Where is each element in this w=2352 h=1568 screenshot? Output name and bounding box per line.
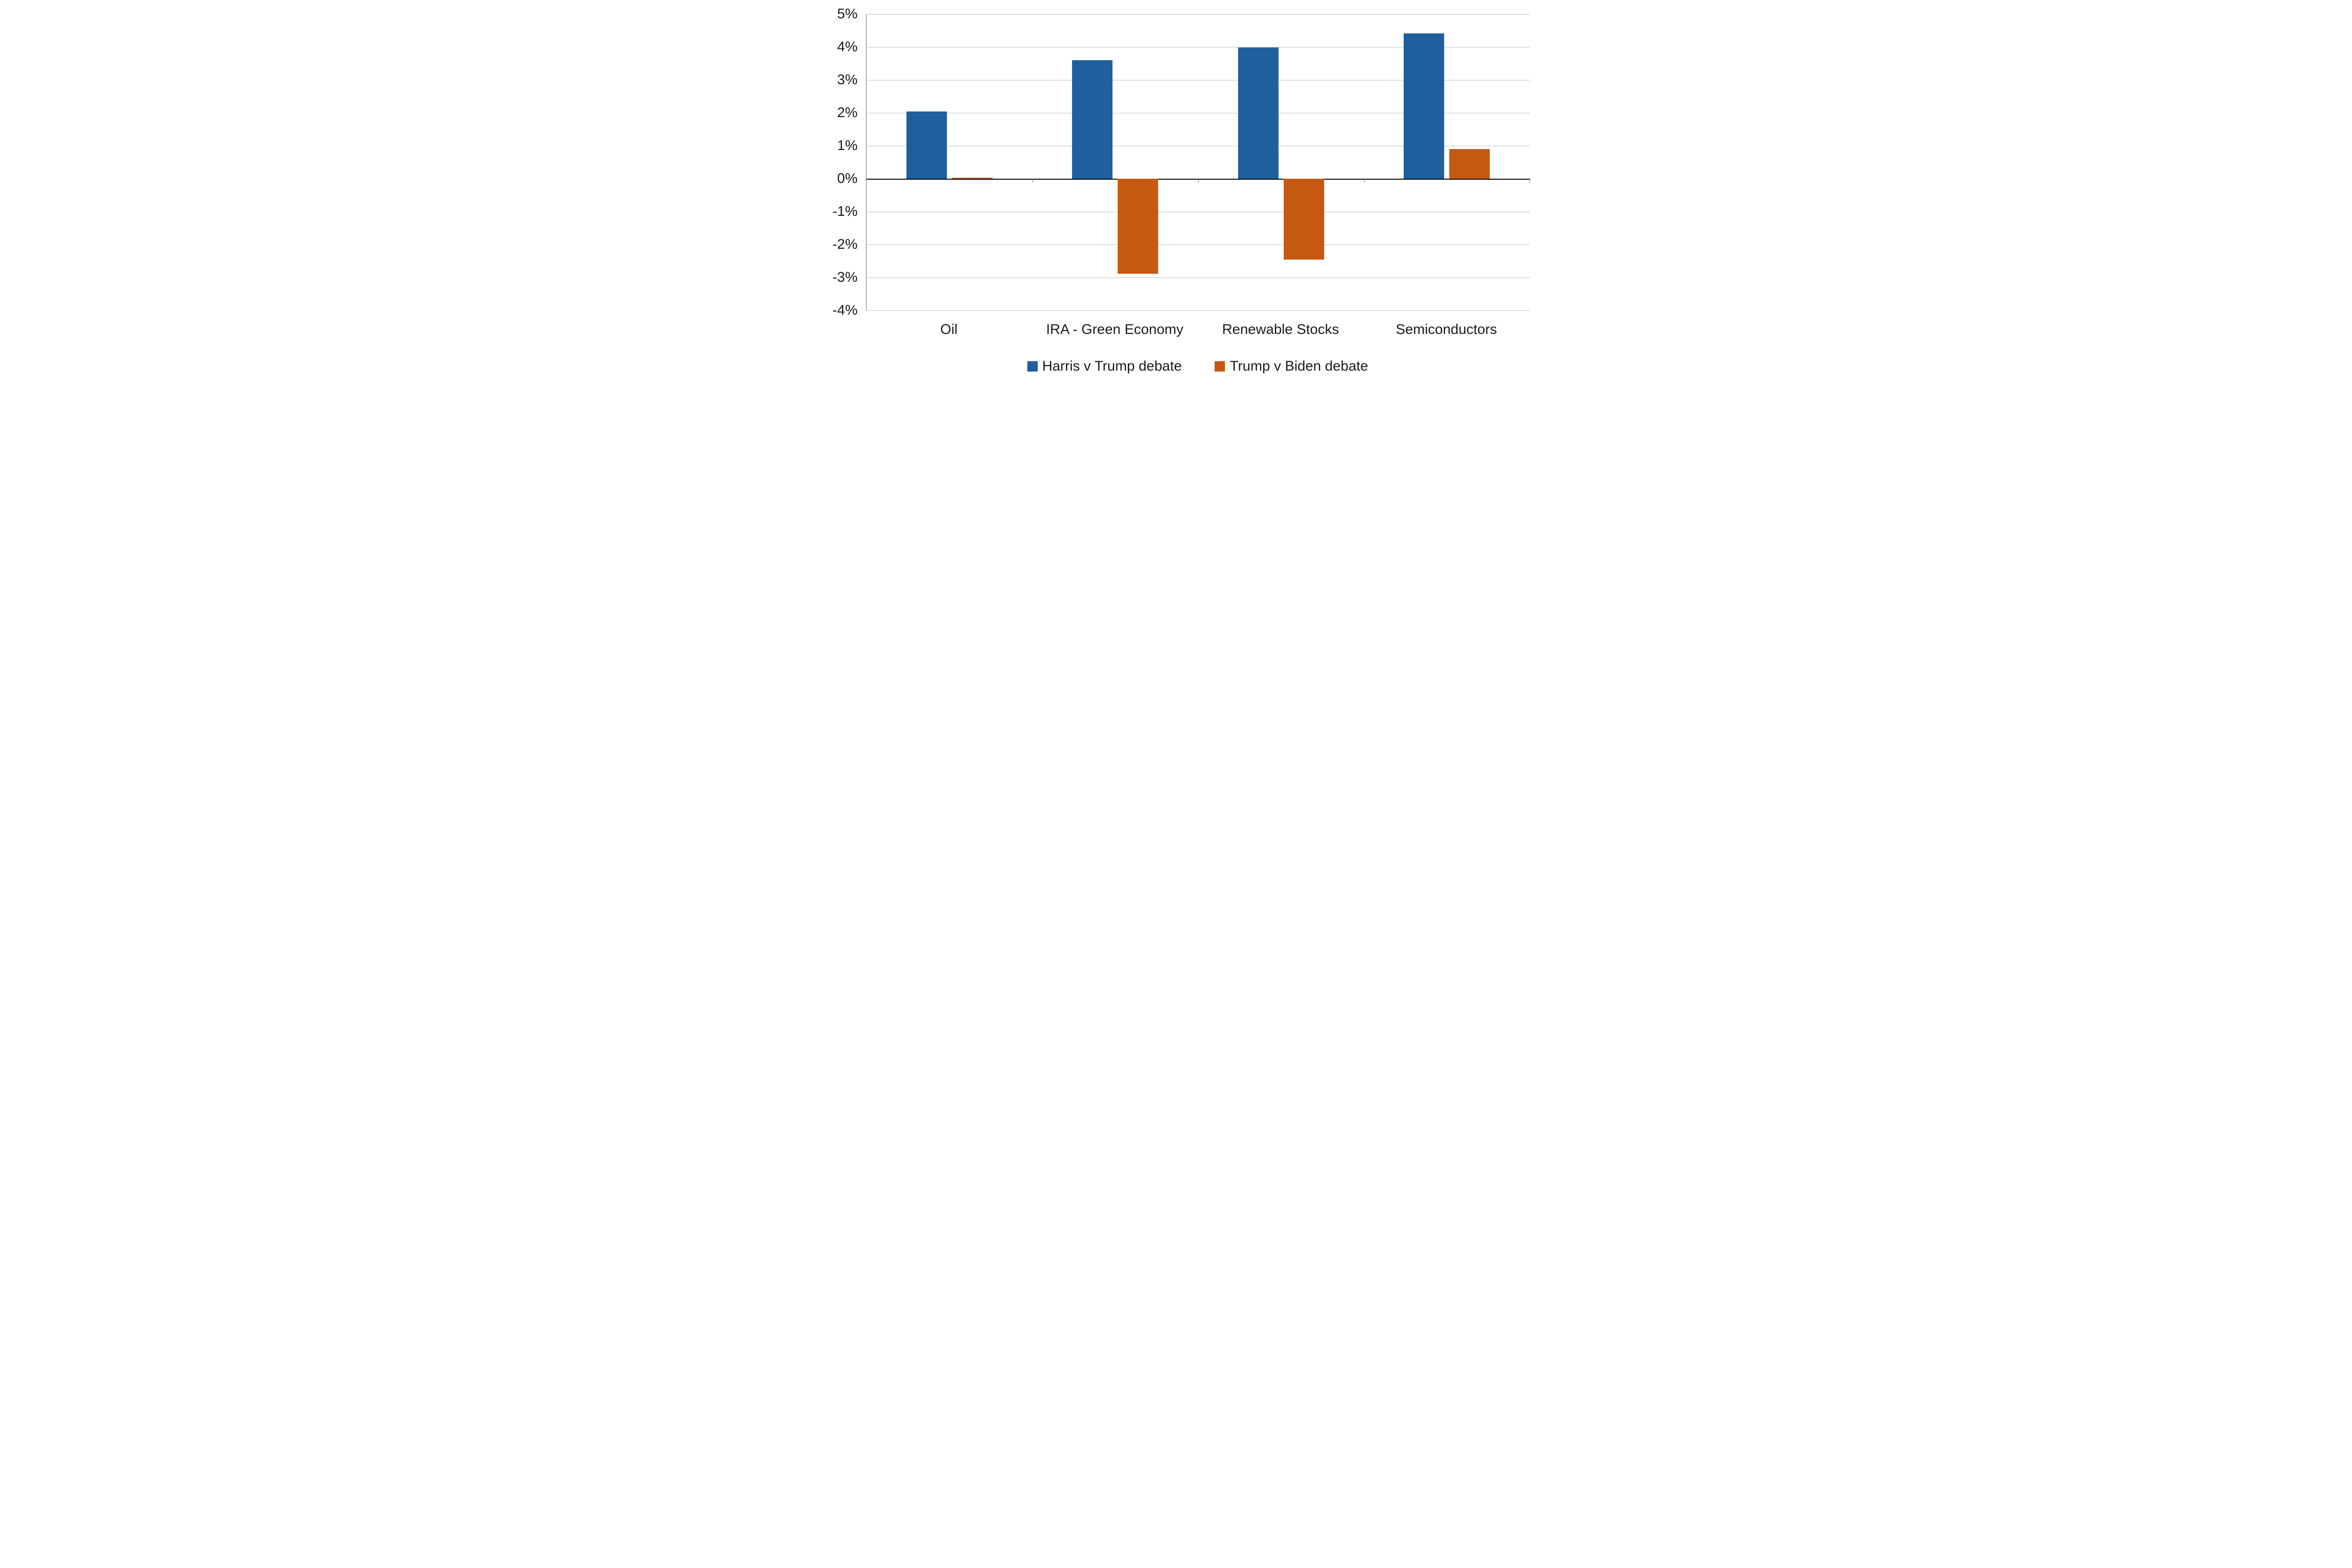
x-tick-label: Semiconductors bbox=[1354, 322, 1539, 338]
y-tick-label: -3% bbox=[814, 269, 858, 285]
y-tick-label: 2% bbox=[814, 105, 858, 121]
bar bbox=[1284, 179, 1324, 260]
x-tick-label: IRA - Green Economy bbox=[1023, 322, 1208, 338]
gridline bbox=[866, 277, 1530, 278]
gridline bbox=[866, 14, 1530, 15]
bar bbox=[1238, 48, 1279, 179]
y-tick-label: 5% bbox=[814, 6, 858, 22]
bar bbox=[906, 111, 947, 179]
x-tick-label: Renewable Stocks bbox=[1188, 322, 1373, 338]
y-tick-label: 1% bbox=[814, 138, 858, 154]
x-tick-label: Oil bbox=[857, 322, 1041, 338]
legend-label: Trump v Biden debate bbox=[1230, 358, 1368, 374]
gridline bbox=[866, 310, 1530, 311]
legend: Harris v Trump debate Trump v Biden debat… bbox=[866, 358, 1529, 374]
y-tick-label: -4% bbox=[814, 302, 858, 318]
bar bbox=[1118, 179, 1158, 274]
bar bbox=[1404, 33, 1444, 179]
y-tick-label: 0% bbox=[814, 171, 858, 187]
y-tick-label: -1% bbox=[814, 204, 858, 220]
legend-item: Harris v Trump debate bbox=[1027, 358, 1182, 374]
x-tick-mark bbox=[1364, 179, 1365, 182]
y-tick-label: 3% bbox=[814, 72, 858, 88]
legend-swatch bbox=[1027, 361, 1038, 372]
x-tick-mark bbox=[1198, 179, 1199, 182]
y-tick-label: 4% bbox=[814, 39, 858, 55]
bar bbox=[952, 178, 993, 179]
debate-returns-chart: Harris v Trump debate Trump v Biden debat… bbox=[814, 9, 1538, 376]
y-tick-label: -2% bbox=[814, 237, 858, 253]
plot-area bbox=[866, 14, 1530, 310]
legend-swatch bbox=[1215, 361, 1225, 372]
legend-item: Trump v Biden debate bbox=[1215, 358, 1368, 374]
bar bbox=[1449, 149, 1490, 179]
bar bbox=[1072, 60, 1112, 179]
legend-label: Harris v Trump debate bbox=[1042, 358, 1182, 374]
